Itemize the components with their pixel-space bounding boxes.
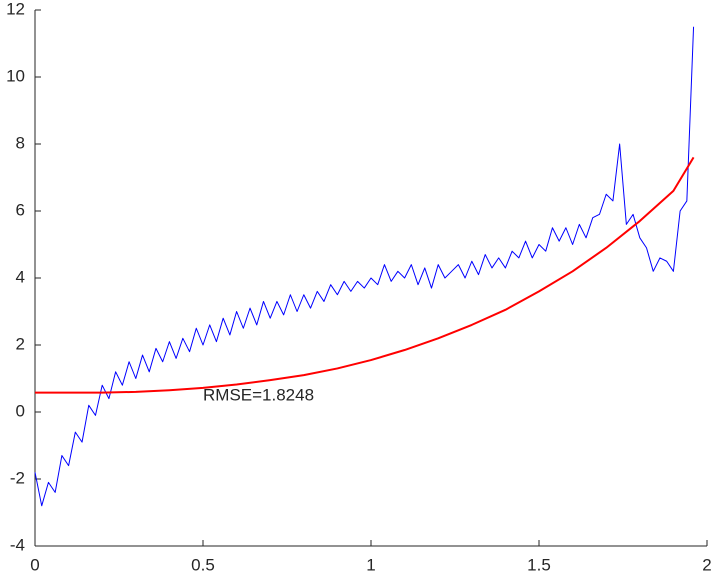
y-tick-label: 6 [16, 200, 25, 219]
x-tick-label: 1 [366, 555, 375, 574]
line-series [35, 156, 695, 394]
y-tick-label: -4 [10, 535, 25, 554]
annotation: RMSE=1.8248 [203, 385, 314, 404]
y-tick-label: 4 [16, 267, 25, 286]
x-tick-label: 2 [702, 555, 711, 574]
y-tick-label: 2 [16, 334, 25, 353]
y-tick-label: 0 [16, 401, 25, 420]
x-tick-label: 1.5 [527, 555, 551, 574]
x-tick-label: 0.5 [191, 555, 215, 574]
y-tick-label: 12 [6, 0, 25, 18]
line-series [34, 26, 695, 507]
y-tick-label: 8 [16, 133, 25, 152]
y-tick-label: 10 [6, 66, 25, 85]
x-tick-label: 0 [30, 555, 39, 574]
y-tick-label: -2 [10, 468, 25, 487]
